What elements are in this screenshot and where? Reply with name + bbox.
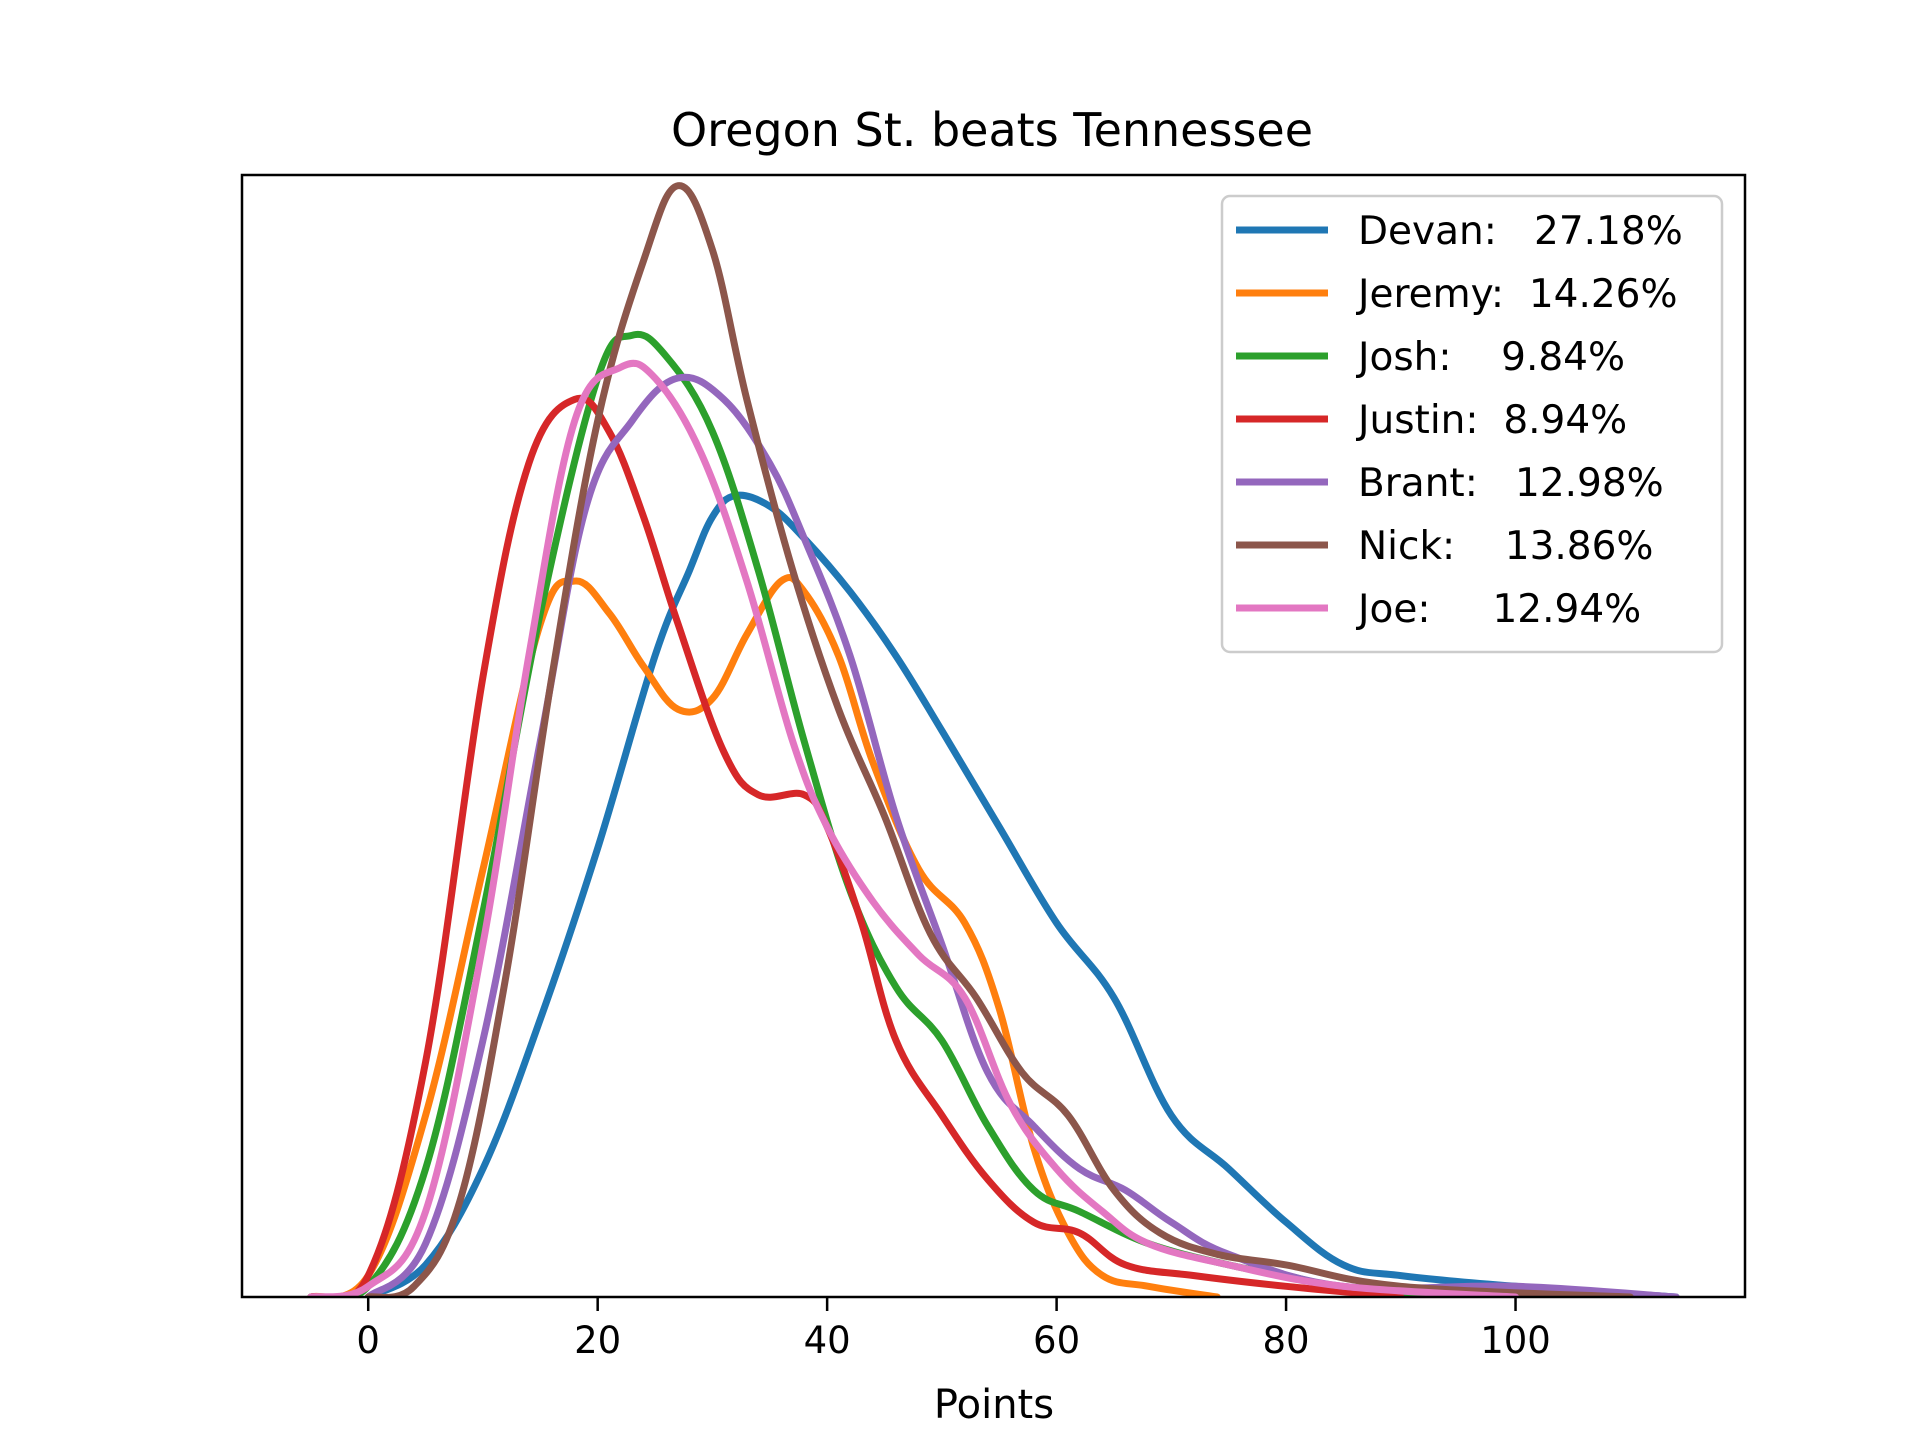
legend: Devan: 27.18% Jeremy: 14.26% Josh: 9.84% Ju… bbox=[1220, 194, 1724, 654]
x-tick-label: 20 bbox=[574, 1319, 621, 1362]
x-axis-title: Points bbox=[934, 1382, 1054, 1428]
legend-label-joe: Joe: 12.94% bbox=[1355, 587, 1641, 632]
series-line-justin bbox=[307, 394, 1405, 1297]
legend-label-justin: Justin: 8.94% bbox=[1355, 398, 1627, 443]
x-tick-label: 100 bbox=[1480, 1319, 1551, 1362]
series-line-nick bbox=[364, 182, 1634, 1297]
series-line-joe bbox=[307, 359, 1519, 1297]
x-tick-label: 80 bbox=[1263, 1319, 1310, 1362]
legend-label-devan: Devan: 27.18% bbox=[1358, 209, 1683, 254]
legend-label-brant: Brant: 12.98% bbox=[1358, 461, 1664, 506]
legend-label-nick: Nick: 13.86% bbox=[1358, 524, 1653, 569]
legend-label-jeremy: Jeremy: 14.26% bbox=[1355, 272, 1678, 317]
chart-title: Oregon St. beats Tennessee bbox=[671, 103, 1313, 157]
plot-frame bbox=[240, 173, 1747, 1299]
x-tick-label: 0 bbox=[356, 1319, 380, 1362]
x-tick-label: 40 bbox=[804, 1319, 851, 1362]
legend-box bbox=[1220, 194, 1724, 654]
x-axis: 0 20 40 60 80 100 bbox=[356, 1297, 1551, 1362]
series-line-devan bbox=[364, 491, 1680, 1297]
legend-label-josh: Josh: 9.84% bbox=[1355, 335, 1625, 380]
x-tick-label: 60 bbox=[1033, 1319, 1080, 1362]
series-layer bbox=[307, 182, 1680, 1297]
